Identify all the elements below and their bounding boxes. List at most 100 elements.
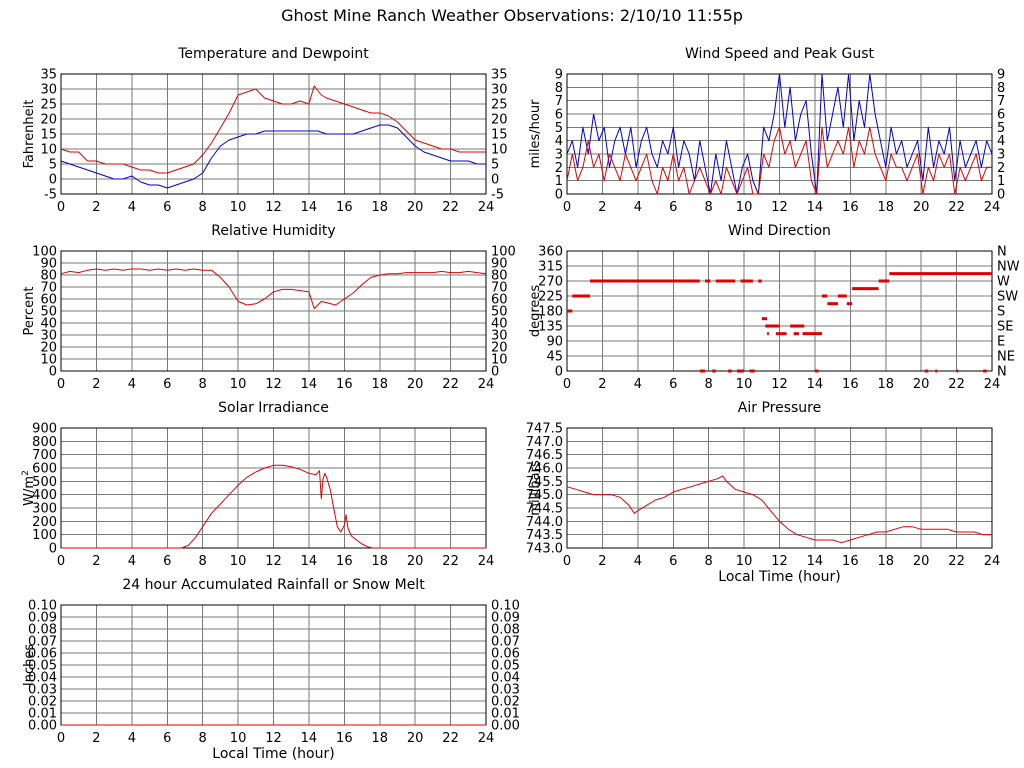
x-tick-label: 4: [634, 377, 642, 392]
plot-frame: [60, 427, 487, 549]
x-tick-label: 6: [163, 200, 171, 215]
x-tick-label: 24: [984, 554, 1001, 569]
series-line-red: [61, 464, 486, 549]
compass-label: N: [997, 365, 1007, 380]
x-tick-label: 14: [301, 377, 318, 392]
x-tick-label: 24: [984, 200, 1001, 215]
series-line-red: [60, 85, 486, 174]
y-tick-label: 30: [40, 83, 57, 98]
y-tick-label-right: 3: [997, 148, 1005, 163]
y-tick-label-right: 8: [997, 81, 1005, 96]
x-tick-label: 18: [877, 554, 894, 569]
y-tick-label: 100: [32, 245, 57, 260]
x-tick-label: 18: [877, 200, 894, 215]
y-axis-label: millibars: [528, 460, 543, 516]
y-tick-label-right: 70: [491, 281, 508, 296]
y-axis-label-text: W/m: [22, 476, 37, 506]
x-tick-label: 14: [807, 554, 824, 569]
y-tick-label: 60: [40, 293, 57, 308]
x-tick-label: 12: [265, 731, 282, 746]
y-tick-label: 80: [40, 269, 57, 284]
x-tick-label: 10: [230, 554, 247, 569]
y-tick-label-right: 6: [997, 108, 1005, 123]
y-axis-label-text: degrees: [528, 285, 543, 338]
y-axis-label-text: Inches: [22, 644, 37, 686]
y-tick-label-right: 50: [491, 305, 508, 320]
y-tick-label-right: 90: [491, 257, 508, 272]
compass-label: N: [997, 245, 1007, 260]
x-tick-label: 24: [478, 200, 495, 215]
y-tick-label: 3: [555, 148, 563, 163]
x-tick-label: 14: [807, 200, 824, 215]
y-tick-label-right: 0.02: [491, 695, 520, 710]
x-tick-label: 6: [163, 554, 171, 569]
y-tick-label: 20: [40, 341, 57, 356]
y-tick-label: 0: [49, 542, 57, 557]
plot-frame: [60, 73, 487, 195]
y-tick-label-right: 0: [997, 188, 1005, 203]
x-tick-label: 22: [948, 554, 965, 569]
x-tick-label: 2: [598, 377, 606, 392]
series-line-red: [566, 126, 992, 195]
chart-title: Wind Direction: [728, 223, 831, 239]
y-tick-label: 900: [32, 422, 57, 437]
chart-title: Air Pressure: [738, 400, 821, 416]
y-tick-label-right: 1: [997, 174, 1005, 189]
x-tick-label: 8: [199, 377, 207, 392]
y-axis-label: W/m2: [21, 470, 37, 506]
y-axis-label-sup: 2: [21, 470, 31, 476]
x-tick-label: 6: [669, 554, 677, 569]
compass-label: NW: [997, 260, 1020, 275]
x-tick-label: 20: [407, 554, 424, 569]
y-tick-label: 743.0: [526, 542, 563, 557]
x-tick-label: 2: [598, 200, 606, 215]
y-tick-label: 20: [40, 113, 57, 128]
y-tick-label: 0.06: [28, 647, 57, 662]
chart-title: Solar Irradiance: [218, 400, 329, 416]
y-tick-label: 0.05: [28, 659, 57, 674]
series-line-red: [566, 475, 992, 544]
x-tick-label: 0: [563, 200, 571, 215]
x-tick-label: 12: [265, 554, 282, 569]
x-tick-label: 22: [442, 377, 459, 392]
y-axis-label: Fahrenheit: [22, 100, 37, 169]
y-axis-label-text: millibars: [528, 460, 543, 516]
y-tick-label-right: 0.10: [491, 599, 520, 614]
y-tick-label-right: 100: [491, 245, 516, 260]
x-tick-label: 10: [230, 731, 247, 746]
y-tick-label-right: 0.07: [491, 635, 520, 650]
y-tick-label-right: 60: [491, 293, 508, 308]
y-tick-label: 50: [40, 305, 57, 320]
y-tick-label-right: 7: [997, 94, 1005, 109]
x-tick-label: 8: [705, 377, 713, 392]
x-tick-label: 24: [478, 731, 495, 746]
y-tick-label: 300: [32, 502, 57, 517]
x-tick-label: 14: [807, 377, 824, 392]
y-tick-label: 745.0: [526, 488, 563, 503]
y-tick-label: -5: [44, 188, 57, 203]
x-tick-label: 20: [407, 377, 424, 392]
y-tick-label-right: 35: [491, 68, 508, 83]
x-tick-label: 22: [442, 200, 459, 215]
x-tick-label: 8: [199, 554, 207, 569]
y-tick-label: 70: [40, 281, 57, 296]
x-tick-label: 2: [92, 200, 100, 215]
series-line-blue: [566, 73, 993, 195]
x-tick-label: 22: [948, 377, 965, 392]
x-tick-label: 0: [57, 377, 65, 392]
y-tick-label-right: 25: [491, 98, 508, 113]
y-tick-label-right: 30: [491, 329, 508, 344]
x-tick-label: 2: [598, 554, 606, 569]
y-tick-label: 700: [32, 448, 57, 463]
x-tick-label: 2: [92, 554, 100, 569]
y-axis-label: degrees: [528, 285, 543, 338]
compass-label: SE: [997, 320, 1013, 335]
x-axis-label: Local Time (hour): [212, 746, 334, 762]
x-tick-label: 8: [199, 731, 207, 746]
plot-frame: [60, 250, 487, 372]
y-tick-label: 400: [32, 488, 57, 503]
x-tick-label: 16: [842, 377, 859, 392]
